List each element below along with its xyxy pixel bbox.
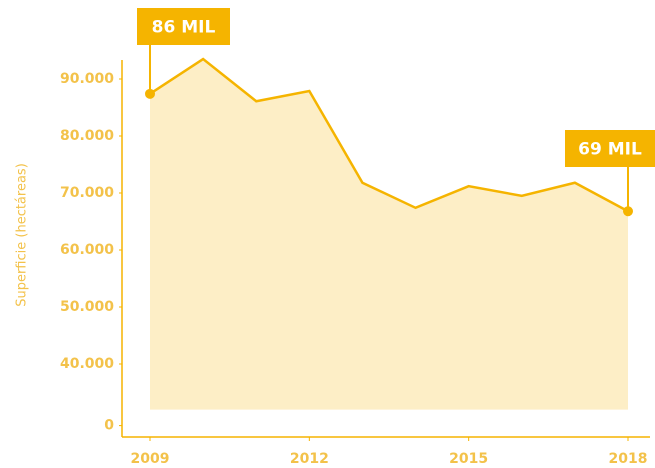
x-tick-label: 2015: [449, 451, 488, 467]
annotation-text: 69 MIL: [578, 140, 642, 160]
x-tick-label: 2009: [131, 451, 170, 467]
y-tick-label: 0: [104, 418, 114, 434]
x-tick-label: 2012: [290, 451, 329, 467]
y-tick-label: 90.000: [60, 71, 114, 87]
y-tick-label: 70.000: [60, 185, 114, 201]
annotation-text: 86 MIL: [152, 18, 216, 38]
y-tick-label: 80.000: [60, 128, 114, 144]
annotation-box: [137, 8, 230, 45]
line: [149, 57, 629, 213]
annotation-box: [565, 130, 655, 167]
point: [623, 206, 633, 217]
area: [150, 59, 628, 410]
y-axis-label: Superficie (hectáreas): [15, 163, 30, 307]
point: [145, 88, 155, 99]
x-tick-label: 2018: [609, 451, 648, 467]
y-tick-label: 50.000: [60, 299, 114, 315]
y-tick-label: 40.000: [60, 356, 114, 372]
y-tick-label: 60.000: [60, 242, 114, 258]
